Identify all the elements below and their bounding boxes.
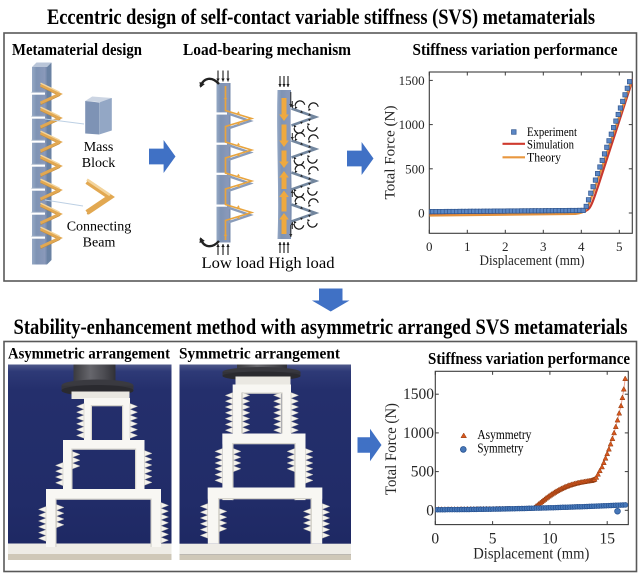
svg-text:Stiffness variation performanc: Stiffness variation performance [413, 40, 618, 59]
svg-text:Beam: Beam [83, 236, 116, 251]
svg-text:Asymmetric arrangement: Asymmetric arrangement [8, 346, 171, 363]
svg-text:0: 0 [426, 239, 433, 254]
svg-text:500: 500 [411, 464, 435, 481]
svg-text:Symmetry: Symmetry [477, 440, 523, 455]
svg-text:Stability-enhancement method w: Stability-enhancement method with asymme… [14, 314, 628, 339]
svg-text:1000: 1000 [399, 117, 425, 132]
svg-text:0: 0 [426, 502, 434, 519]
svg-text:Block: Block [82, 156, 115, 171]
svg-text:Stiffness variation performanc: Stiffness variation performance [428, 349, 630, 368]
svg-text:1500: 1500 [403, 386, 434, 403]
svg-text:Displacement (mm): Displacement (mm) [473, 546, 589, 563]
svg-text:Experiment: Experiment [527, 125, 577, 139]
svg-text:3: 3 [540, 239, 547, 254]
svg-text:1: 1 [464, 239, 471, 254]
svg-text:Eccentric design of self-conta: Eccentric design of self-contact variabl… [47, 4, 595, 29]
svg-text:10: 10 [542, 531, 558, 548]
svg-text:15: 15 [599, 531, 615, 548]
svg-text:Metamaterial design: Metamaterial design [12, 40, 142, 59]
svg-text:1500: 1500 [399, 73, 425, 88]
svg-text:High load: High load [269, 255, 335, 272]
svg-text:Theory: Theory [527, 151, 562, 165]
svg-text:Load-bearing mechanism: Load-bearing mechanism [183, 40, 351, 59]
svg-text:5: 5 [616, 239, 623, 254]
svg-text:2: 2 [502, 239, 509, 254]
svg-text:Low load: Low load [202, 255, 265, 272]
svg-text:Connecting: Connecting [67, 220, 132, 235]
svg-text:Asymmetry: Asymmetry [477, 427, 531, 442]
svg-text:Total Force (N): Total Force (N) [383, 105, 399, 199]
svg-text:0: 0 [431, 531, 439, 548]
svg-text:4: 4 [578, 239, 585, 254]
svg-text:Symmetric arrangement: Symmetric arrangement [179, 346, 341, 363]
svg-text:Mass: Mass [84, 140, 114, 155]
svg-text:Displacement (mm): Displacement (mm) [480, 253, 585, 269]
svg-text:0: 0 [418, 206, 425, 221]
svg-text:Total Force (N): Total Force (N) [383, 403, 400, 495]
svg-text:Simulation: Simulation [527, 137, 575, 151]
svg-text:1000: 1000 [403, 425, 434, 442]
svg-text:500: 500 [405, 161, 425, 176]
svg-text:5: 5 [489, 531, 497, 548]
